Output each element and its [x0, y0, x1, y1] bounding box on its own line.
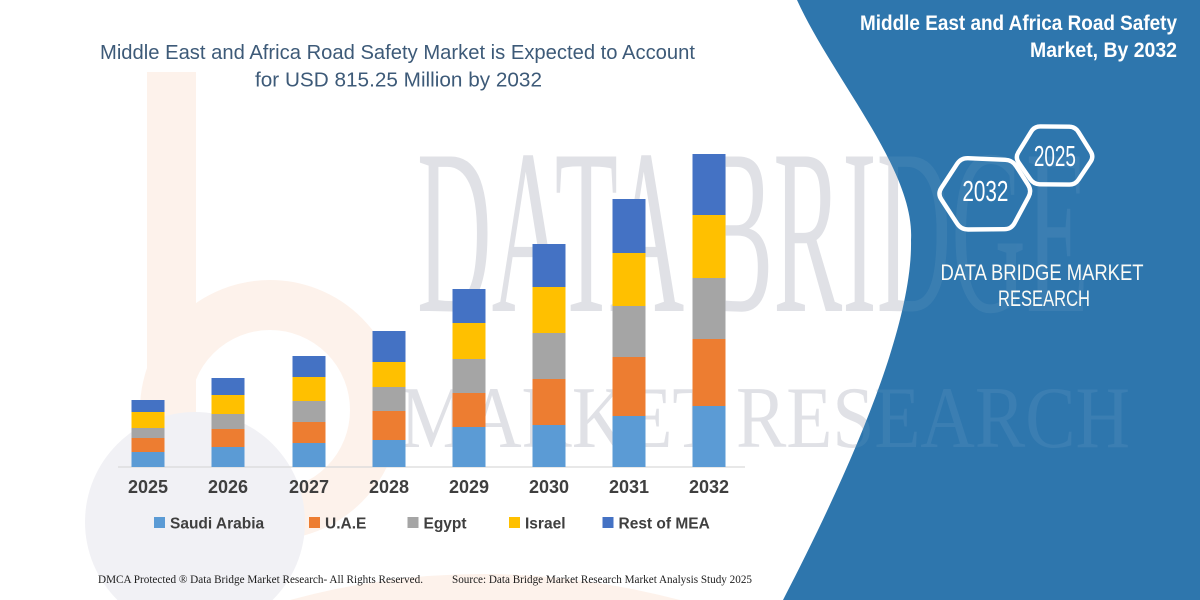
svg-text:Source: Data Bridge Market Res: Source: Data Bridge Market Research Mark…: [452, 574, 752, 586]
svg-text:2025: 2025: [1034, 141, 1076, 173]
svg-text:Rest of MEA: Rest of MEA: [619, 516, 710, 533]
svg-text:Market, By 2032: Market, By 2032: [1030, 39, 1177, 62]
svg-text:Middle East and Africa Road Sa: Middle East and Africa Road Safety Marke…: [100, 42, 695, 64]
svg-text:2029: 2029: [449, 477, 489, 497]
svg-text:2028: 2028: [369, 477, 409, 497]
svg-text:2025: 2025: [128, 477, 168, 497]
svg-text:2026: 2026: [208, 477, 248, 497]
svg-text:RESEARCH: RESEARCH: [998, 286, 1090, 311]
svg-text:U.A.E: U.A.E: [325, 516, 366, 533]
svg-text:DMCA Protected ® Data Bridge M: DMCA Protected ® Data Bridge Market Rese…: [98, 574, 423, 586]
svg-text:Egypt: Egypt: [424, 516, 467, 533]
svg-text:Israel: Israel: [525, 516, 566, 533]
svg-text:2032: 2032: [689, 477, 729, 497]
svg-text:Middle East and Africa Road Sa: Middle East and Africa Road Safety: [860, 12, 1177, 35]
svg-text:for USD 815.25 Million by 2032: for USD 815.25 Million by 2032: [255, 70, 542, 92]
svg-text:2031: 2031: [609, 477, 649, 497]
svg-text:Saudi Arabia: Saudi Arabia: [170, 516, 265, 533]
svg-text:2032: 2032: [962, 176, 1008, 208]
svg-text:DATA BRIDGE MARKET: DATA BRIDGE MARKET: [941, 260, 1144, 285]
svg-text:2030: 2030: [529, 477, 569, 497]
svg-text:2027: 2027: [289, 477, 329, 497]
